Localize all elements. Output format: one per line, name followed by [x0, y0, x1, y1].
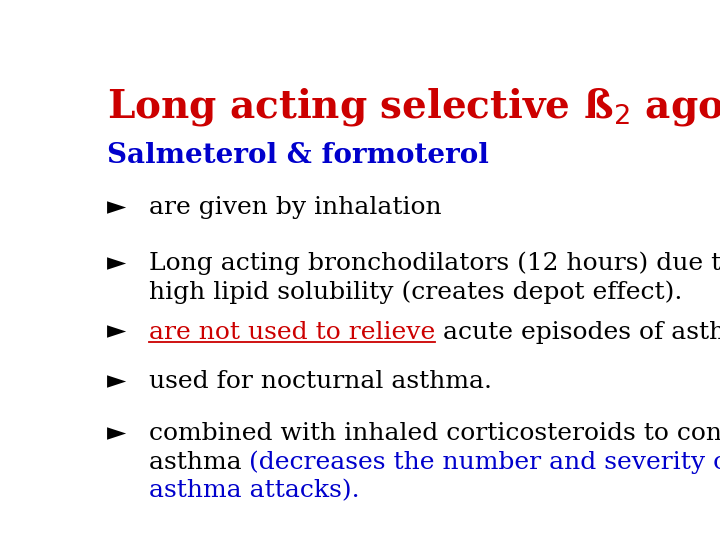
Text: ►: ► [107, 321, 126, 343]
Text: Salmeterol & formoterol: Salmeterol & formoterol [107, 141, 489, 168]
Text: asthma: asthma [148, 451, 249, 474]
Text: acute episodes of asthma: acute episodes of asthma [435, 321, 720, 343]
Text: (decreases the number and severity of: (decreases the number and severity of [249, 451, 720, 474]
Text: are given by inhalation: are given by inhalation [148, 196, 441, 219]
Text: ►: ► [107, 196, 126, 219]
Text: are not used to relieve: are not used to relieve [148, 321, 435, 343]
Text: ►: ► [107, 422, 126, 446]
Text: asthma attacks).: asthma attacks). [148, 479, 359, 502]
Text: combined with inhaled corticosteroids to control: combined with inhaled corticosteroids to… [148, 422, 720, 446]
Text: used for nocturnal asthma.: used for nocturnal asthma. [148, 370, 492, 394]
Text: high lipid solubility (creates depot effect).: high lipid solubility (creates depot eff… [148, 280, 682, 303]
Text: Long acting selective $\mathregular{\ss}_2$ agonists: Long acting selective $\mathregular{\ss}… [107, 85, 720, 127]
Text: ►: ► [107, 370, 126, 394]
Text: Long acting bronchodilators (12 hours) due to: Long acting bronchodilators (12 hours) d… [148, 252, 720, 275]
Text: ►: ► [107, 252, 126, 275]
